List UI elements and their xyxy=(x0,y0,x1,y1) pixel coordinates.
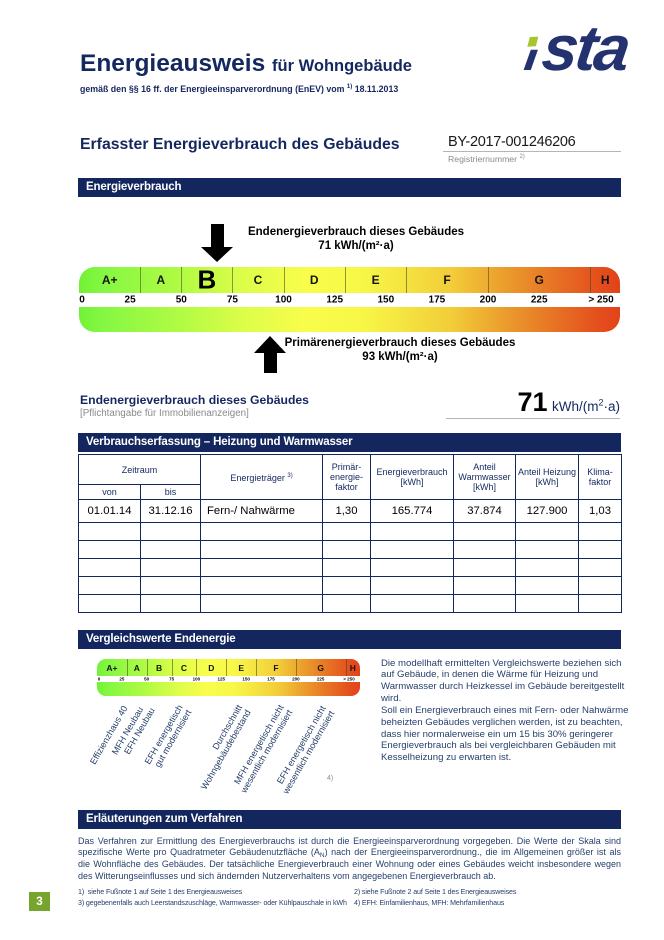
svg-text:sta: sta xyxy=(538,14,633,76)
